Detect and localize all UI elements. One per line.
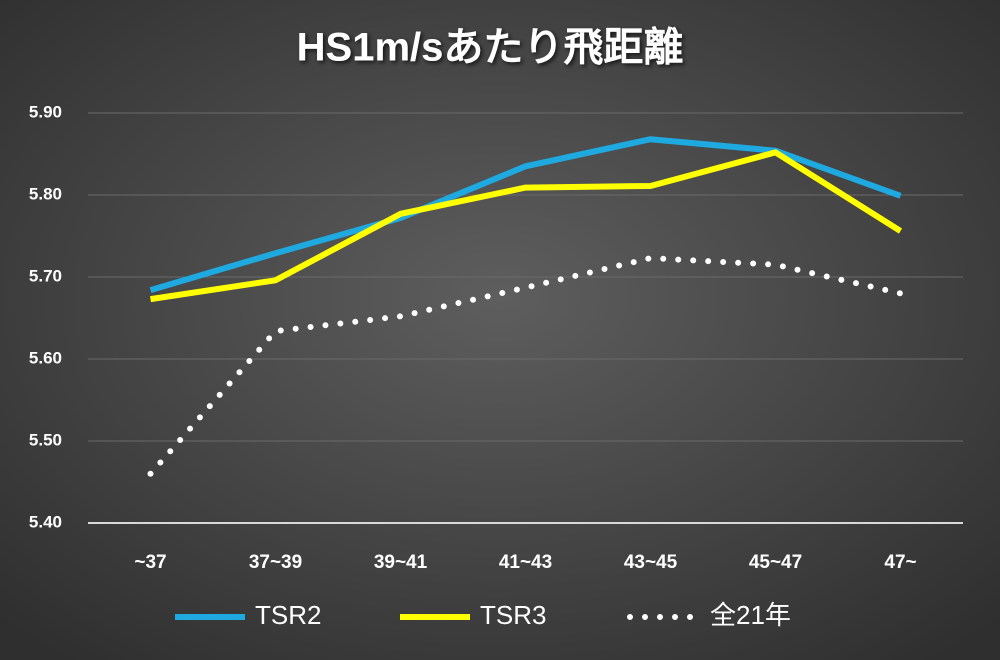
x-tick-label: 41~43 [499, 552, 552, 573]
y-tick-label: 5.90 [29, 102, 62, 121]
legend-label: TSR2 [255, 600, 321, 630]
x-tick-label: 45~47 [749, 552, 802, 573]
y-tick-label: 5.70 [29, 266, 62, 285]
y-tick-label: 5.60 [29, 348, 62, 367]
x-tick-label: 47~ [884, 552, 916, 573]
y-tick-label: 5.50 [29, 430, 62, 449]
x-tick-label: ~37 [134, 552, 166, 573]
y-tick-label: 5.40 [29, 512, 62, 531]
x-tick-label: 43~45 [624, 552, 678, 573]
x-tick-label: 39~41 [374, 552, 428, 573]
x-tick-label: 37~39 [249, 552, 302, 573]
legend-label: 全21年 [710, 600, 791, 630]
legend-label: TSR3 [480, 600, 546, 630]
series-line [150, 149, 903, 303]
chart-title: HS1m/sあたり飛距離 [297, 26, 684, 70]
y-tick-label: 5.80 [29, 184, 62, 203]
